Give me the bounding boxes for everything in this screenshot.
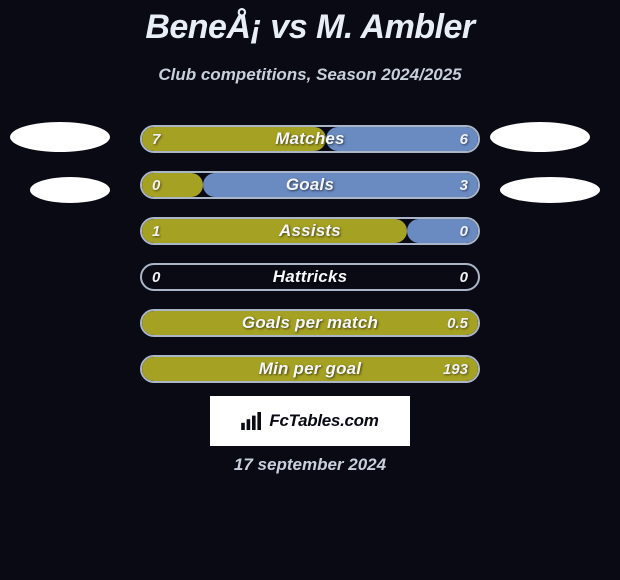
metric-row: 10Assists — [140, 217, 480, 245]
metric-row: 03Goals — [140, 171, 480, 199]
metric-row: 193Min per goal — [140, 355, 480, 383]
brand-text: FcTables.com — [269, 411, 378, 431]
page-subtitle: Club competitions, Season 2024/2025 — [0, 65, 620, 85]
page-title: BeneÅ¡ vs M. Ambler — [0, 0, 620, 47]
metric-label: Assists — [142, 219, 478, 243]
metric-label: Goals — [142, 173, 478, 197]
metric-label: Min per goal — [142, 357, 478, 381]
metric-row: 0.5Goals per match — [140, 309, 480, 337]
player-avatar — [10, 122, 110, 152]
brand-badge: FcTables.com — [210, 396, 410, 446]
metric-label: Matches — [142, 127, 478, 151]
datestamp: 17 september 2024 — [0, 455, 620, 475]
player-avatar — [500, 177, 600, 203]
metric-label: Goals per match — [142, 311, 478, 335]
bars-icon — [241, 412, 263, 430]
metric-row: 00Hattricks — [140, 263, 480, 291]
player-avatar — [490, 122, 590, 152]
player-avatar — [30, 177, 110, 203]
metric-row: 76Matches — [140, 125, 480, 153]
comparison-bars: 76Matches 03Goals 10Assists 00Hattricks 0.5G… — [140, 125, 480, 401]
metric-label: Hattricks — [142, 265, 478, 289]
comparison-widget: BeneÅ¡ vs M. Ambler Club competitions, S… — [0, 0, 620, 580]
